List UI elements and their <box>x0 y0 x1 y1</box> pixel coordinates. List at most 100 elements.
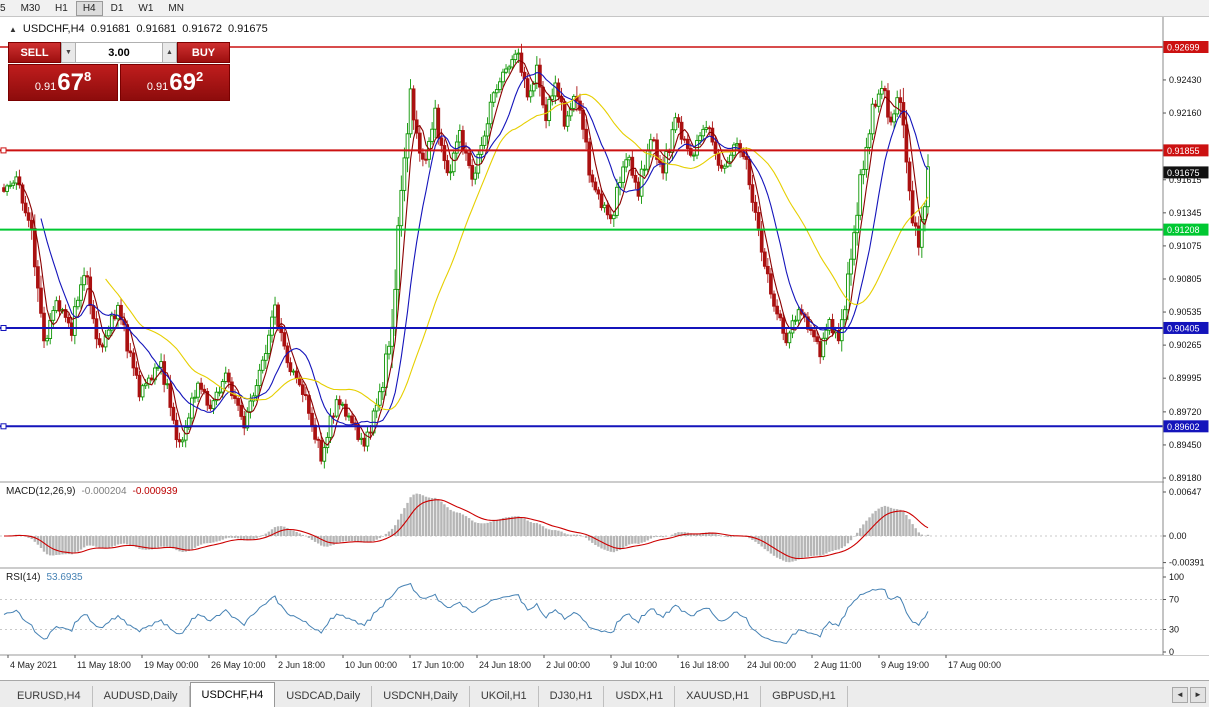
timeframe-toolbar: 5 M30 H1 H4 D1 W1 MN <box>0 0 1209 17</box>
svg-text:4 May 2021: 4 May 2021 <box>10 660 57 670</box>
chart-high-value: 0.91681 <box>136 23 177 35</box>
svg-text:9 Jul 10:00: 9 Jul 10:00 <box>613 660 657 670</box>
svg-text:24 Jul 00:00: 24 Jul 00:00 <box>747 660 796 670</box>
buy-price-big-digits: 69 <box>169 69 196 96</box>
svg-text:70: 70 <box>1169 595 1179 605</box>
svg-text:9 Aug 19:00: 9 Aug 19:00 <box>881 660 929 670</box>
chart-tab-audusd[interactable]: AUDUSD,Daily <box>93 686 190 707</box>
chart-tab-eurusd[interactable]: EURUSD,H4 <box>6 686 93 707</box>
one-click-trade-panel: SELL ▼ 3.00 ▲ BUY 0.91 67 8 0.91 69 2 <box>8 42 230 101</box>
rsi-name: RSI(14) <box>6 572 41 583</box>
chart-title: ▲ USDCHF,H4 0.91681 0.91681 0.91672 0.91… <box>9 23 268 35</box>
sell-button[interactable]: SELL <box>8 42 61 63</box>
svg-text:11 May 18:00: 11 May 18:00 <box>77 660 131 670</box>
horizontal-level-lines[interactable] <box>0 46 1163 430</box>
price-tag-level <box>1163 420 1209 433</box>
moving-average-13 <box>40 72 929 426</box>
chart-tab-dj30[interactable]: DJ30,H1 <box>539 686 605 707</box>
svg-text:0: 0 <box>1169 647 1174 657</box>
timeframe-button-d1[interactable]: D1 <box>104 1 131 16</box>
svg-text:0.89995: 0.89995 <box>1169 373 1202 383</box>
chart-close-value: 0.91675 <box>227 23 268 35</box>
chart-tab-list: EURUSD,H4 AUDUSD,Daily USDCHF,H4 USDCAD,Dai… <box>6 682 848 707</box>
tab-scroll-controls: ◄ ► <box>1172 687 1206 703</box>
line-handle[interactable] <box>0 325 7 331</box>
svg-text:0.90405: 0.90405 <box>1167 323 1200 333</box>
timeframe-button-m30[interactable]: M30 <box>14 1 47 16</box>
chart-tab-usdx[interactable]: USDX,H1 <box>604 686 676 707</box>
macd-indicator <box>0 493 1163 563</box>
price-tag-current <box>1163 166 1209 179</box>
macd-signal-line <box>4 499 929 560</box>
svg-text:0.91345: 0.91345 <box>1169 208 1202 218</box>
svg-text:26 May 10:00: 26 May 10:00 <box>211 660 266 670</box>
sell-price-display[interactable]: 0.91 67 8 <box>8 64 118 101</box>
line-handle[interactable] <box>0 423 7 430</box>
svg-text:0.91075: 0.91075 <box>1169 241 1202 251</box>
timeframe-button-h4[interactable]: H4 <box>75 0 103 16</box>
price-axis: 0.92430 0.92160 0.91615 0.91345 0.91075 0.908… <box>1162 17 1209 657</box>
chart-open-value: 0.91681 <box>90 23 131 35</box>
svg-text:2 Jun 18:00: 2 Jun 18:00 <box>278 660 325 670</box>
chart-symbol-label: USDCHF,H4 <box>22 23 85 35</box>
chart-tab-usdcnh[interactable]: USDCNH,Daily <box>372 686 470 707</box>
chart-tab-usdchf[interactable]: USDCHF,H4 <box>189 682 276 707</box>
time-axis: 4 May 2021 11 May 18:00 19 May 00:00 26 May… <box>7 655 1001 670</box>
moving-average-34 <box>105 93 929 411</box>
svg-text:0.92430: 0.92430 <box>1169 75 1202 85</box>
candlestick-series <box>2 43 930 469</box>
svg-text:0.91615: 0.91615 <box>1169 175 1202 185</box>
symbol-marker-icon: ▲ <box>9 24 17 34</box>
svg-text:0.89602: 0.89602 <box>1167 422 1200 432</box>
svg-text:0.00647: 0.00647 <box>1169 487 1202 497</box>
lot-increase-icon[interactable]: ▲ <box>162 42 177 63</box>
line-handle[interactable] <box>0 147 7 154</box>
tab-scroll-left-icon[interactable]: ◄ <box>1172 687 1188 703</box>
svg-text:19 May 00:00: 19 May 00:00 <box>144 660 199 670</box>
svg-text:0.91208: 0.91208 <box>1167 225 1200 235</box>
chart-tab-usdcad[interactable]: USDCAD,Daily <box>275 686 373 707</box>
price-tag-level <box>1163 144 1209 157</box>
panel-separators[interactable] <box>0 481 1209 656</box>
svg-text:0.92160: 0.92160 <box>1169 108 1202 118</box>
sell-price-prefix: 0.91 <box>34 81 57 93</box>
macd-main-value: -0.000204 <box>81 486 127 497</box>
chart-tab-ukoil[interactable]: UKOil,H1 <box>470 686 539 707</box>
macd-signal-value: -0.000939 <box>132 486 178 497</box>
svg-text:17 Jun 10:00: 17 Jun 10:00 <box>412 660 464 670</box>
tab-scroll-right-icon[interactable]: ► <box>1190 687 1206 703</box>
svg-text:17 Aug 00:00: 17 Aug 00:00 <box>948 660 1001 670</box>
price-chart-canvas: 0.92430 0.92160 0.91615 0.91345 0.91075 0.908… <box>0 17 1209 670</box>
timeframe-button-w1[interactable]: W1 <box>131 1 160 16</box>
svg-text:0.89180: 0.89180 <box>1169 473 1202 483</box>
buy-price-prefix: 0.91 <box>146 81 169 93</box>
buy-price-pip-digit: 2 <box>195 69 204 84</box>
buy-button[interactable]: BUY <box>177 42 230 63</box>
buy-price-display[interactable]: 0.91 69 2 <box>120 64 230 101</box>
svg-text:0.90265: 0.90265 <box>1169 340 1202 350</box>
timeframe-button-mn[interactable]: MN <box>161 1 191 16</box>
moving-average-5 <box>16 59 929 446</box>
price-tag-level <box>1163 41 1209 53</box>
sell-price-pip-digit: 8 <box>83 69 92 84</box>
chart-tab-xauusd[interactable]: XAUUSD,H1 <box>675 686 762 707</box>
svg-text:24 Jun 18:00: 24 Jun 18:00 <box>479 660 531 670</box>
lot-size-input[interactable]: 3.00 <box>76 42 162 63</box>
price-tag-level <box>1163 321 1209 334</box>
svg-text:2 Aug 11:00: 2 Aug 11:00 <box>814 660 861 670</box>
svg-text:0.89450: 0.89450 <box>1169 440 1202 450</box>
rsi-indicator-label: RSI(14) 53.6935 <box>6 572 83 583</box>
macd-name: MACD(12,26,9) <box>6 486 76 497</box>
chart-low-value: 0.91672 <box>182 23 222 35</box>
price-tag-level <box>1163 223 1209 236</box>
svg-text:0.92699: 0.92699 <box>1167 43 1200 53</box>
svg-text:0.89720: 0.89720 <box>1169 407 1202 417</box>
chart-tab-gbpusd[interactable]: GBPUSD,H1 <box>761 686 848 707</box>
svg-text:0.91855: 0.91855 <box>1167 146 1200 156</box>
timeframe-button-h1[interactable]: H1 <box>48 1 75 16</box>
rsi-indicator <box>0 582 1163 645</box>
timeframe-button-5[interactable]: 5 <box>0 1 13 16</box>
lot-decrease-icon[interactable]: ▼ <box>61 42 76 63</box>
svg-text:2 Jul 00:00: 2 Jul 00:00 <box>546 660 590 670</box>
